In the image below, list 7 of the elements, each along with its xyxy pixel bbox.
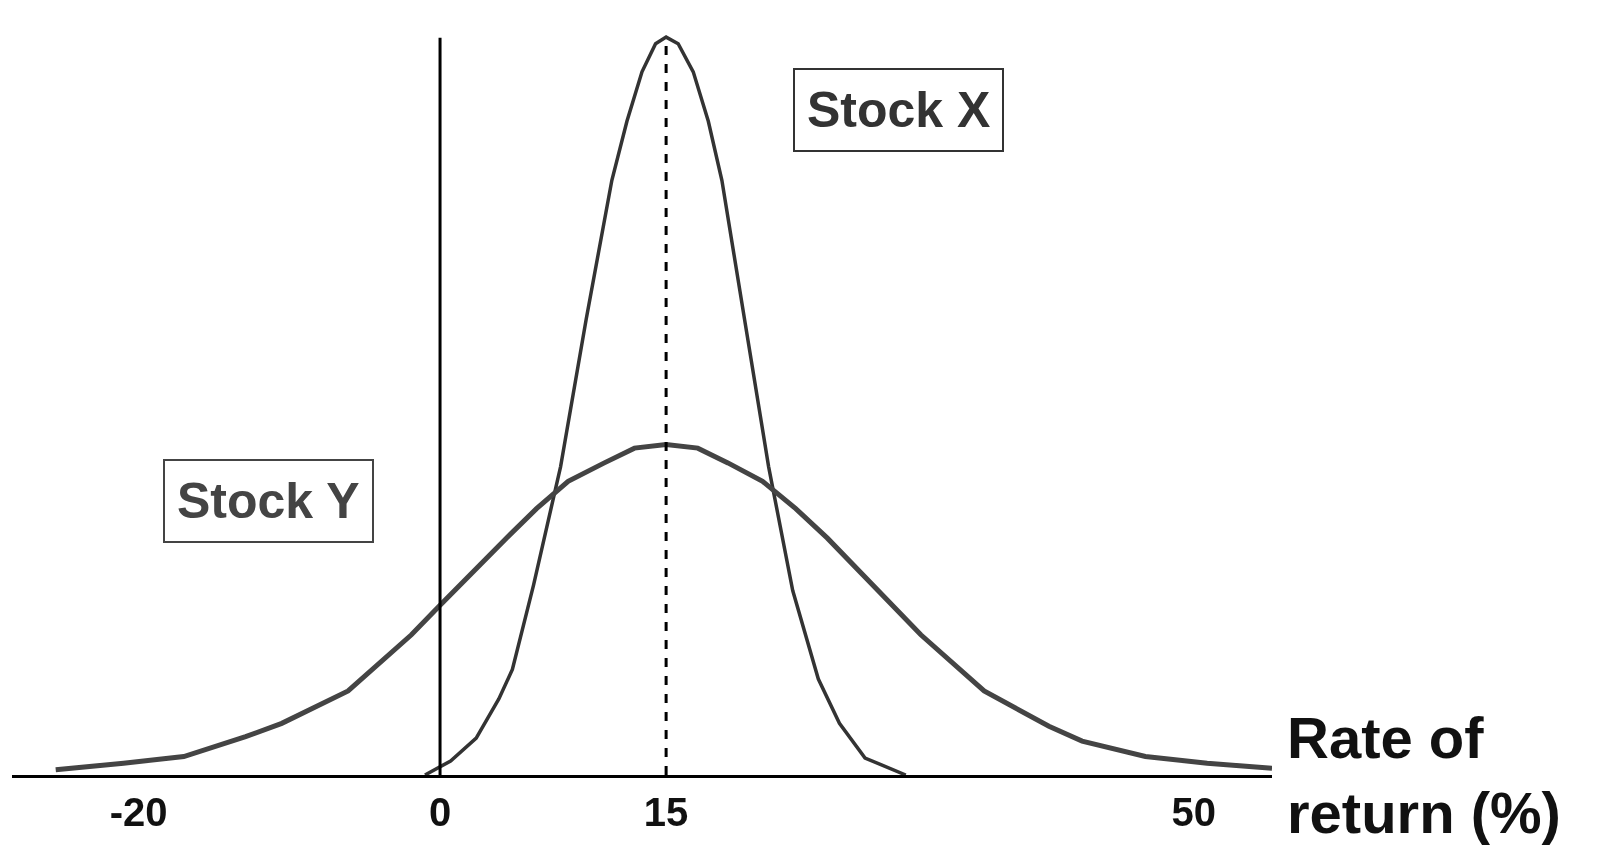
x-tick-label: 0: [428, 790, 452, 834]
x-axis-title: Rate of return (%): [1287, 705, 1561, 846]
series-label: Stock X: [807, 82, 991, 138]
x-tick-label: -20: [109, 790, 168, 834]
text: Stock Y: [177, 473, 360, 529]
x-tick-label: 15: [643, 790, 689, 834]
x-tick-label: 50: [1171, 790, 1216, 834]
